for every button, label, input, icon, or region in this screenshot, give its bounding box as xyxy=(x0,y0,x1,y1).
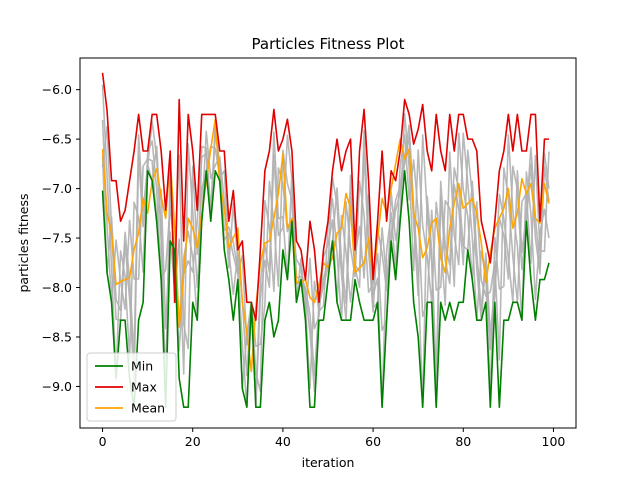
y-tick-label: −8.0 xyxy=(42,280,72,295)
chart-title: Particles Fitness Plot xyxy=(252,35,405,53)
y-tick-label: −8.5 xyxy=(42,329,72,344)
y-tick-label: −9.0 xyxy=(42,379,72,394)
y-axis-label: particles fitness xyxy=(16,193,31,292)
x-axis: 0 20 40 60 80 100 xyxy=(99,428,566,449)
y-tick-label: −7.0 xyxy=(42,181,72,196)
legend-label-mean: Mean xyxy=(131,401,165,416)
series-line-max xyxy=(101,72,549,321)
legend-label-max: Max xyxy=(131,380,157,395)
legend: Min Max Mean xyxy=(86,352,177,422)
x-tick-label: 80 xyxy=(455,434,471,449)
series-line-mean xyxy=(101,118,550,373)
y-axis: −9.0 −8.5 −8.0 −7.5 −7.0 −6.5 −6.0 xyxy=(42,82,80,394)
plot-frame xyxy=(79,57,577,429)
x-tick-label: 60 xyxy=(365,434,381,449)
x-axis-label: iteration xyxy=(302,455,355,470)
series-lines-group xyxy=(101,72,550,409)
series-line-min xyxy=(101,169,550,409)
legend-box xyxy=(86,352,177,422)
legend-label-min: Min xyxy=(131,359,153,374)
x-tick-label: 20 xyxy=(185,434,201,449)
y-tick-label: −6.0 xyxy=(42,82,72,97)
y-tick-label: −6.5 xyxy=(42,132,72,147)
y-tick-label: −7.5 xyxy=(42,231,72,246)
x-tick-label: 40 xyxy=(275,434,291,449)
x-tick-label: 0 xyxy=(99,434,107,449)
x-tick-label: 100 xyxy=(542,434,566,449)
